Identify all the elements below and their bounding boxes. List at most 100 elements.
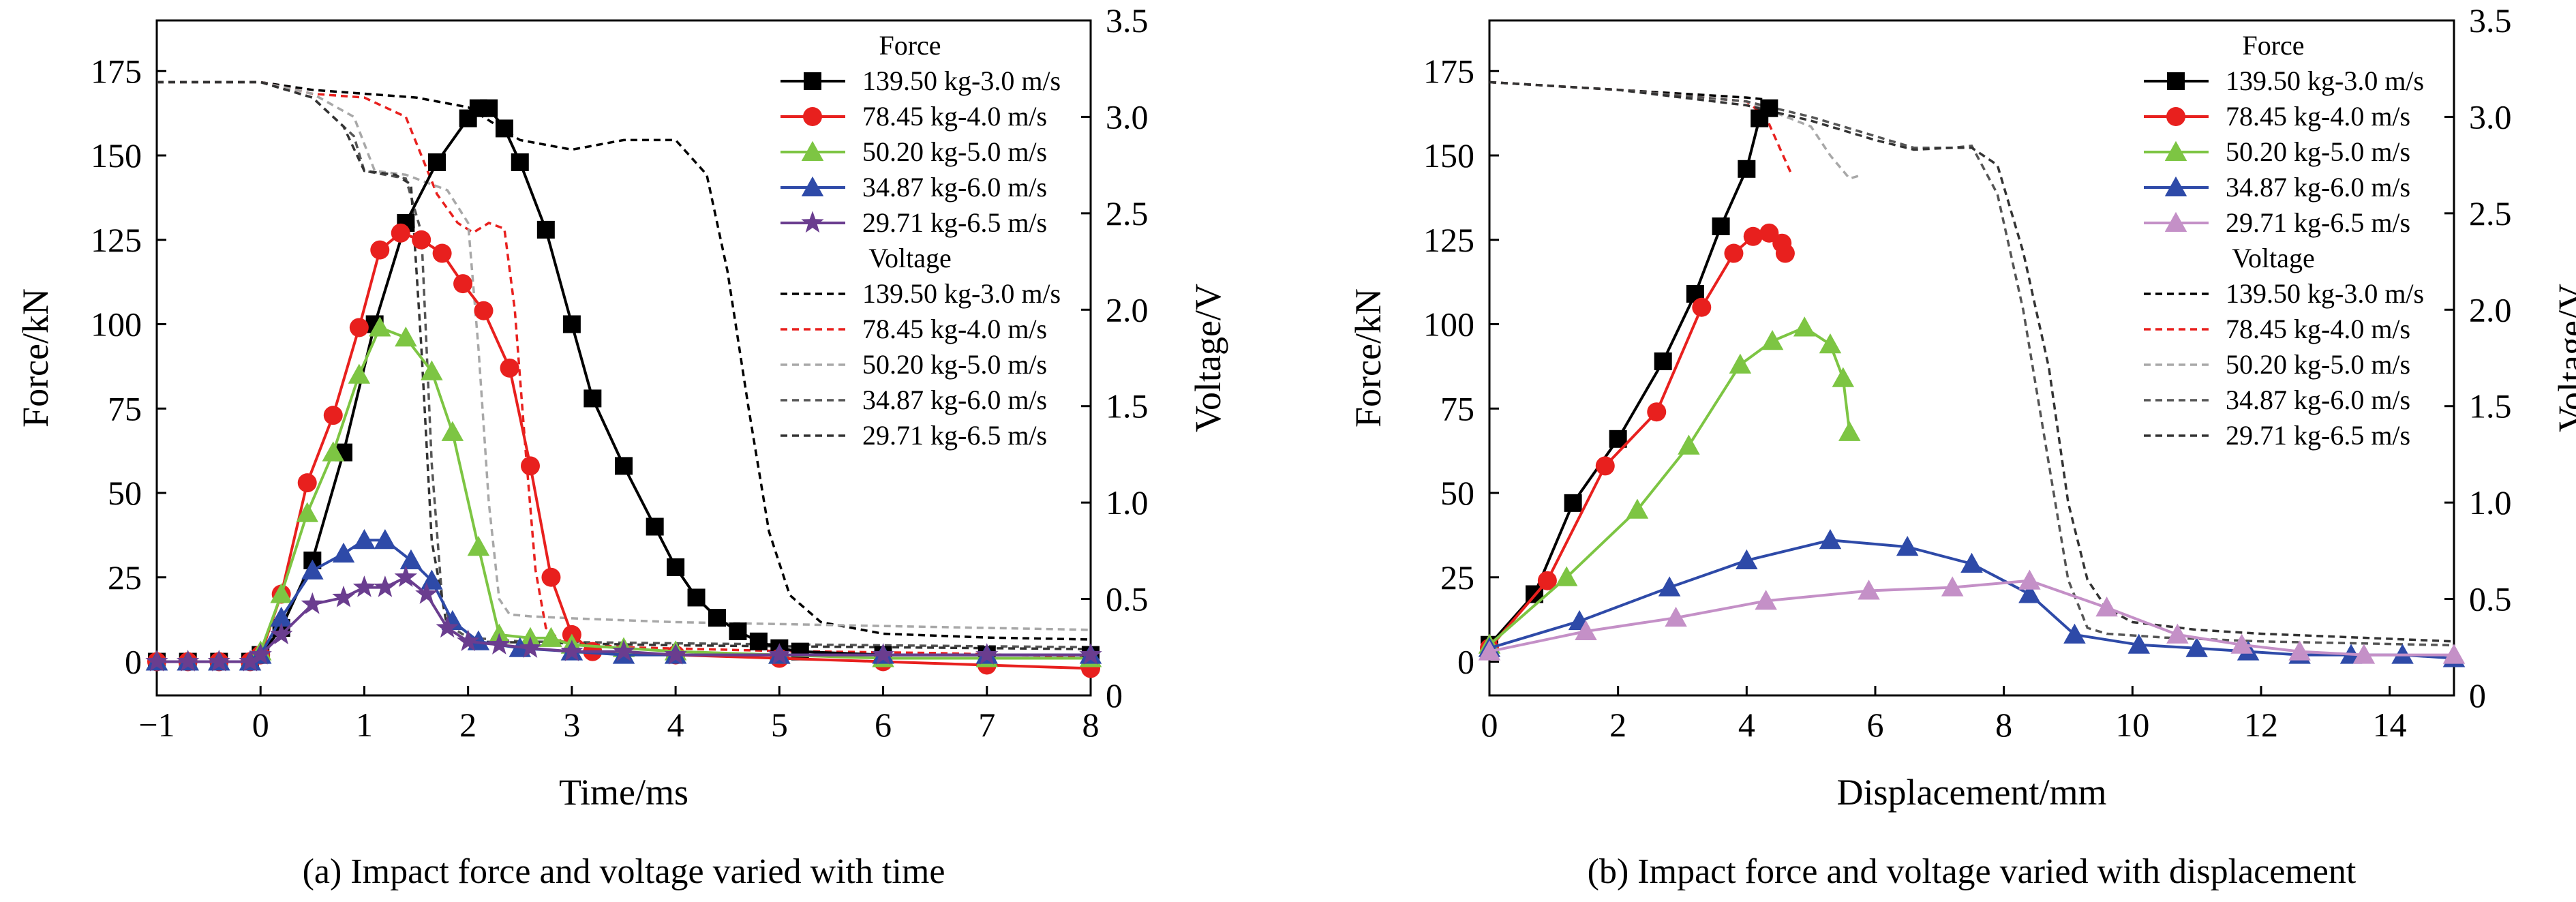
x-tick-label: 5: [771, 706, 788, 744]
legend-voltage-label: 139.50 kg-3.0 m/s: [2226, 278, 2424, 309]
x-tick-label: 6: [875, 706, 892, 744]
y-tick-label: 75: [1440, 389, 1474, 427]
force-data-point: [391, 223, 410, 243]
force-data-point: [487, 633, 511, 655]
y-tick-label: 50: [1440, 474, 1474, 512]
force-data-point: [664, 643, 687, 665]
y2-tick-label: 2.0: [2469, 290, 2512, 329]
force-data-point: [1819, 529, 1842, 550]
force-data-point: [1478, 640, 1501, 661]
force-data-point: [1960, 552, 1983, 573]
legend-force-label: 50.20 kg-5.0 m/s: [862, 136, 1047, 167]
force-series-line: [1488, 326, 1851, 646]
force-data-point: [207, 650, 230, 672]
force-data-point: [457, 629, 480, 651]
x-tick-label: 0: [252, 706, 269, 744]
force-data-point: [1729, 353, 1752, 374]
force-data-point: [428, 153, 446, 171]
panel-b: 0 2 4 6 8 10 12 14 0 25 50 75 100 125 150 175 0 0.5 1.0 1.5…: [1348, 1, 2576, 891]
force-data-point: [270, 622, 293, 645]
force-data-point: [708, 609, 726, 627]
force-data-point: [436, 616, 459, 638]
force-data-point: [1575, 620, 1597, 640]
force-data-point: [2018, 583, 2041, 603]
y-axis-label: Force/kN: [1348, 288, 1389, 427]
force-data-point: [2166, 623, 2189, 644]
force-series-line: [1488, 107, 1770, 646]
y2-tick-label: 3.5: [2469, 1, 2512, 40]
force-data-point: [441, 421, 464, 441]
legend-force-label: 78.45 kg-4.0 m/s: [2226, 101, 2410, 132]
force-data-point: [412, 230, 431, 250]
force-data-point: [540, 627, 562, 647]
force-data-point: [1743, 226, 1763, 246]
legend-force-label: 34.87 kg-6.0 m/s: [862, 172, 1047, 202]
force-data-point: [1941, 576, 1964, 597]
force-data-point: [1736, 549, 1758, 569]
legend-voltage-label: 50.20 kg-5.0 m/s: [862, 349, 1047, 380]
y2-tick-label: 1.0: [1106, 483, 1149, 522]
force-data-point: [2185, 637, 2208, 657]
force-data-point: [541, 567, 561, 587]
y-tick-label: 175: [1423, 52, 1474, 90]
y2-tick-label: 3.0: [2469, 97, 2512, 136]
force-data-point: [519, 636, 542, 658]
force-data-point: [1537, 571, 1557, 590]
y2-tick-label: 3.0: [1106, 97, 1149, 136]
panel-a: −1 0 1 2 3 4 5 6 7 8025507510012515017500.51.01.5…: [15, 1, 1228, 891]
force-data-point: [562, 315, 581, 333]
legend-force-label: 78.45 kg-4.0 m/s: [862, 101, 1047, 132]
force-data-point: [2095, 597, 2118, 617]
legend-force-label: 34.87 kg-6.0 m/s: [2226, 172, 2410, 202]
x-tick-label: 0: [1481, 706, 1498, 744]
x-tick-label: 2: [459, 706, 476, 744]
force-data-point: [1665, 606, 1687, 627]
legend-force-marker: [2166, 107, 2185, 126]
force-data-point: [2230, 633, 2253, 654]
y-tick-label: 100: [91, 305, 142, 344]
legend-force-label: 29.71 kg-6.5 m/s: [2226, 207, 2410, 238]
force-series-line: [1489, 579, 2454, 657]
force-data-point: [1759, 223, 1779, 243]
force-data-point: [332, 585, 355, 607]
force-data-point: [975, 643, 999, 665]
panel-caption: (a) Impact force and voltage varied with…: [303, 852, 945, 891]
x-axis-label: Time/ms: [559, 772, 688, 813]
legend-voltage-label: 29.71 kg-6.5 m/s: [2226, 420, 2410, 451]
force-data-point: [1555, 566, 1578, 586]
force-data-point: [395, 327, 417, 347]
x-tick-label: 3: [563, 706, 580, 744]
legend-force-marker: [2164, 176, 2187, 196]
x-axis-label: Displacement/mm: [1837, 772, 2107, 813]
legend-force-label: 139.50 kg-3.0 m/s: [862, 65, 1061, 96]
legend-force-title: Force: [879, 30, 941, 61]
legend-force-marker: [801, 211, 824, 233]
y-tick-label: 125: [1423, 221, 1474, 259]
y2-axis-label: Voltage/V: [2551, 284, 2576, 432]
force-data-point: [2352, 644, 2376, 664]
force-data-point: [480, 99, 498, 117]
force-data-point: [1761, 330, 1784, 350]
legend-force-marker: [801, 140, 824, 161]
force-data-point: [369, 316, 391, 337]
force-data-point: [615, 457, 633, 475]
force-data-point: [301, 592, 324, 614]
force-data-point: [1760, 99, 1778, 117]
x-tick-label: 12: [2244, 706, 2278, 744]
legend-voltage-label: 29.71 kg-6.5 m/s: [862, 420, 1047, 451]
force-data-point: [1738, 160, 1756, 178]
force-data-point: [415, 582, 438, 604]
plot-frame: [155, 19, 1092, 697]
force-data-point: [667, 558, 685, 576]
x-tick-label: 2: [1609, 706, 1626, 744]
force-data-point: [1775, 243, 1795, 263]
force-data-point: [1832, 367, 1855, 387]
force-data-point: [1647, 402, 1667, 422]
force-data-point: [297, 473, 317, 493]
y-tick-label: 150: [1423, 136, 1474, 175]
y-tick-label: 0: [125, 643, 142, 681]
y-tick-label: 175: [91, 52, 142, 90]
x-tick-label: 10: [2115, 706, 2149, 744]
force-data-point: [301, 559, 324, 580]
